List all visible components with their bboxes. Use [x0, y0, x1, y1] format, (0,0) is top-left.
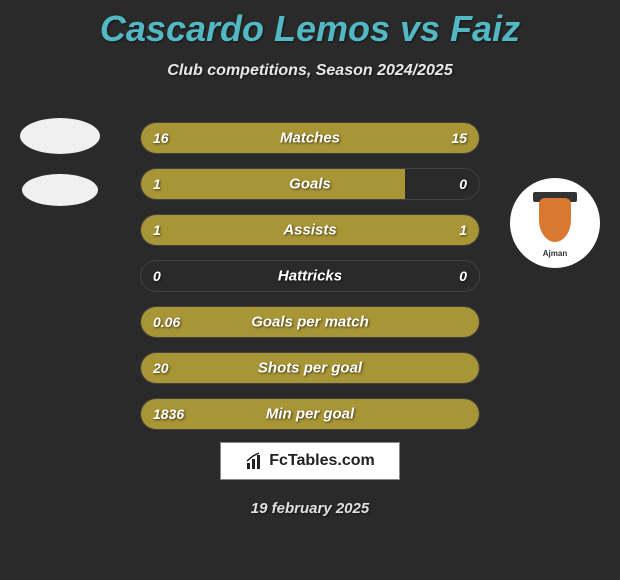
stat-value-left: 16: [153, 130, 169, 146]
stat-row: 1836 Min per goal: [140, 398, 480, 430]
stat-value-left: 0: [153, 268, 161, 284]
stat-label: Hattricks: [278, 268, 342, 285]
stat-label: Goals: [289, 176, 331, 193]
page-subtitle: Club competitions, Season 2024/2025: [0, 62, 620, 80]
brand-box[interactable]: FcTables.com: [220, 442, 400, 480]
stat-value-left: 1: [153, 222, 161, 238]
footer-date: 19 february 2025: [0, 500, 620, 517]
stat-row: 1 1 Assists: [140, 214, 480, 246]
bar-fill-left: [141, 169, 405, 199]
stat-label: Goals per match: [251, 314, 369, 331]
stat-label: Shots per goal: [258, 360, 362, 377]
page-title: Cascardo Lemos vs Faiz: [0, 0, 620, 50]
stat-value-left: 0.06: [153, 314, 180, 330]
stat-value-right: 1: [459, 222, 467, 238]
brand-label: FcTables.com: [269, 452, 375, 470]
stat-label: Assists: [283, 222, 336, 239]
stat-value-left: 1: [153, 176, 161, 192]
team-left-badge-1: [20, 118, 100, 154]
stat-value-right: 0: [459, 176, 467, 192]
team-right-badge: Ajman: [510, 178, 600, 268]
stat-value-left: 1836: [153, 406, 184, 422]
stat-label: Matches: [280, 130, 340, 147]
stat-row: 0.06 Goals per match: [140, 306, 480, 338]
stat-row: 20 Shots per goal: [140, 352, 480, 384]
crest-icon: Ajman: [531, 192, 579, 254]
stat-row: 16 15 Matches: [140, 122, 480, 154]
stat-label: Min per goal: [266, 406, 354, 423]
chart-icon: [245, 451, 265, 471]
stat-row: 0 0 Hattricks: [140, 260, 480, 292]
comparison-chart: 16 15 Matches 1 0 Goals 1 1 Assists 0 0 Hattricks 0.…: [140, 122, 480, 444]
stat-value-right: 15: [451, 130, 467, 146]
stat-row: 1 0 Goals: [140, 168, 480, 200]
stat-value-left: 20: [153, 360, 169, 376]
team-left-badge-2: [22, 174, 98, 206]
stat-value-right: 0: [459, 268, 467, 284]
